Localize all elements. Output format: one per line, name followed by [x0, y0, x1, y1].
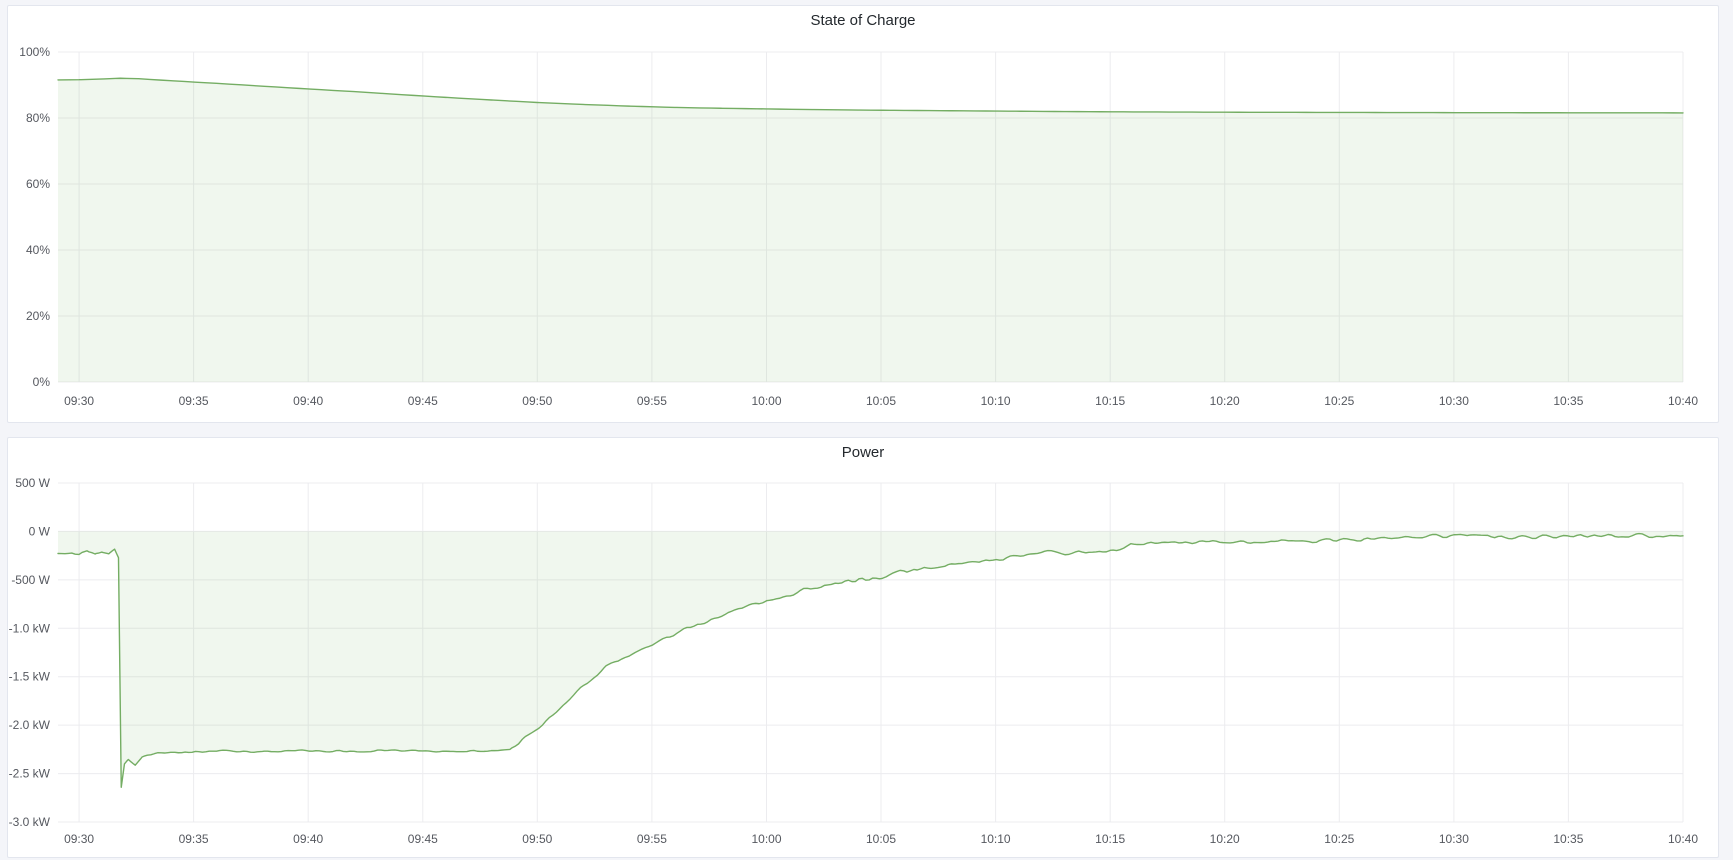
y-axis-tick-label: 20% — [26, 309, 50, 323]
x-axis-tick-label: 09:55 — [637, 832, 667, 846]
x-axis-tick-label: 10:25 — [1324, 394, 1354, 408]
power-chart[interactable]: 500 W 0 W -500 W -1.0 kW -1.5 kW -2.0 kW -2.5 … — [8, 438, 1718, 857]
x-axis-tick-label: 09:45 — [408, 832, 438, 846]
x-axis-tick-label: 10:30 — [1439, 394, 1469, 408]
x-axis-tick-label: 10:00 — [751, 394, 781, 408]
y-axis-tick-label: 0% — [33, 375, 51, 389]
y-axis-tick-label: -3.0 kW — [9, 815, 51, 829]
x-axis-tick-label: 09:35 — [179, 832, 209, 846]
state-of-charge-area-fill — [58, 78, 1683, 383]
y-axis-tick-label: 100% — [19, 45, 50, 59]
x-axis-tick-label: 10:05 — [866, 394, 896, 408]
x-axis-tick-label: 10:40 — [1668, 832, 1698, 846]
x-axis-tick-label: 09:35 — [179, 394, 209, 408]
y-axis-tick-label: -2.0 kW — [9, 718, 51, 732]
x-axis-tick-label: 10:10 — [981, 394, 1011, 408]
x-axis-tick-label: 10:00 — [751, 832, 781, 846]
x-axis-tick-label: 10:20 — [1210, 394, 1240, 408]
x-axis-tick-label: 10:40 — [1668, 394, 1698, 408]
x-axis-tick-label: 10:05 — [866, 832, 896, 846]
y-axis-tick-label: 80% — [26, 111, 50, 125]
x-axis-tick-label: 10:10 — [981, 832, 1011, 846]
x-axis-tick-label: 09:40 — [293, 394, 323, 408]
x-axis-tick-label: 10:20 — [1210, 832, 1240, 846]
y-axis-tick-label: -1.5 kW — [9, 670, 51, 684]
y-axis-tick-label: 500 W — [15, 476, 50, 490]
power-series-line — [57, 532, 1684, 788]
y-axis-tick-label: 40% — [26, 243, 50, 257]
x-axis-tick-label: 10:35 — [1553, 394, 1583, 408]
x-axis-tick-label: 09:30 — [64, 394, 94, 408]
y-axis-tick-label: -2.5 kW — [9, 767, 51, 781]
x-axis-tick-label: 10:30 — [1439, 832, 1469, 846]
panel-power: Power 500 W 0 W -500 W -1.0 kW -1.5 kW -2.0 k… — [7, 437, 1719, 858]
x-axis-tick-label: 09:30 — [64, 832, 94, 846]
panel-title-power[interactable]: Power — [841, 444, 885, 461]
state-of-charge-chart[interactable]: 100% 80% 60% 40% 20% 0% 09:30 09:35 09:40 09:45 09… — [8, 6, 1718, 422]
x-axis-tick-label: 10:25 — [1324, 832, 1354, 846]
x-axis-tick-label: 09:40 — [293, 832, 323, 846]
state-of-charge-series-line — [57, 77, 1684, 114]
y-axis-tick-label: -1.0 kW — [9, 621, 51, 635]
panel-state-of-charge: State of Charge 100% 80% 60% 40% 20% 0% 09:30 0… — [7, 5, 1719, 423]
x-axis-tick-label: 09:45 — [408, 394, 438, 408]
x-axis-tick-label: 10:35 — [1553, 832, 1583, 846]
panel-title-state-of-charge[interactable]: State of Charge — [810, 12, 916, 29]
x-axis-tick-label: 09:55 — [637, 394, 667, 408]
y-axis-tick-label: 0 W — [29, 524, 51, 538]
x-axis-tick-label: 10:15 — [1095, 394, 1125, 408]
y-axis-tick-label: -500 W — [11, 573, 50, 587]
x-axis-tick-label: 09:50 — [522, 832, 552, 846]
x-axis-tick-label: 09:50 — [522, 394, 552, 408]
y-axis-tick-label: 60% — [26, 177, 50, 191]
x-axis-tick-label: 10:15 — [1095, 832, 1125, 846]
power-area-fill — [58, 531, 1683, 788]
